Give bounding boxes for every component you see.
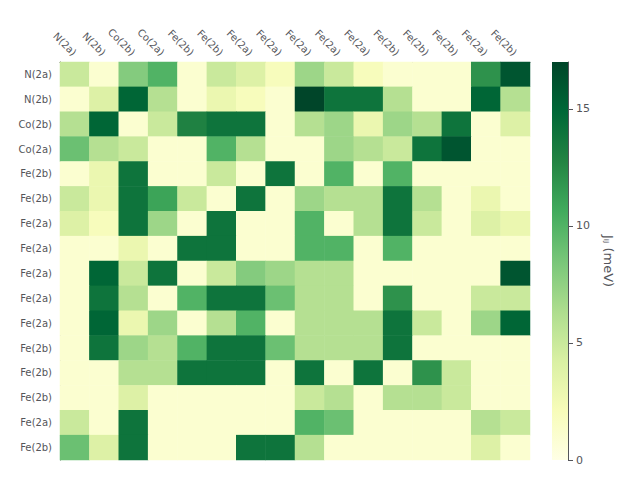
svg-text:Fe(2b): Fe(2b) bbox=[371, 28, 401, 58]
svg-text:Fe(2b): Fe(2b) bbox=[166, 28, 196, 58]
svg-text:Fe(2a): Fe(2a) bbox=[283, 28, 313, 58]
svg-text:10: 10 bbox=[576, 219, 590, 232]
svg-text:Fe(2a): Fe(2a) bbox=[20, 417, 52, 428]
svg-text:Fe(2a): Fe(2a) bbox=[342, 28, 372, 58]
svg-text:Fe(2a): Fe(2a) bbox=[254, 28, 284, 58]
svg-text:Fe(2a): Fe(2a) bbox=[460, 28, 490, 58]
svg-text:Fe(2a): Fe(2a) bbox=[313, 28, 343, 58]
svg-text:Fe(2b): Fe(2b) bbox=[20, 392, 52, 403]
svg-text:Jᵢⱼ (meV): Jᵢⱼ (meV) bbox=[601, 234, 616, 287]
svg-text:N(2b): N(2b) bbox=[80, 30, 108, 58]
svg-text:Fe(2a): Fe(2a) bbox=[20, 268, 52, 279]
svg-text:Fe(2b): Fe(2b) bbox=[489, 28, 519, 58]
svg-text:Fe(2b): Fe(2b) bbox=[20, 343, 52, 354]
svg-text:N(2a): N(2a) bbox=[51, 30, 78, 57]
svg-text:15: 15 bbox=[576, 102, 590, 115]
svg-text:Co(2a): Co(2a) bbox=[19, 144, 52, 155]
svg-text:Fe(2b): Fe(2b) bbox=[430, 28, 460, 58]
svg-text:Fe(2b): Fe(2b) bbox=[195, 28, 225, 58]
svg-text:N(2b): N(2b) bbox=[24, 94, 52, 105]
svg-text:Fe(2b): Fe(2b) bbox=[401, 28, 431, 58]
svg-text:Co(2b): Co(2b) bbox=[18, 119, 52, 130]
svg-text:Co(2b): Co(2b) bbox=[106, 26, 138, 58]
svg-text:Fe(2a): Fe(2a) bbox=[20, 218, 52, 229]
svg-text:Fe(2b): Fe(2b) bbox=[20, 442, 52, 453]
svg-text:Fe(2a): Fe(2a) bbox=[20, 293, 52, 304]
svg-text:Fe(2a): Fe(2a) bbox=[20, 243, 52, 254]
svg-text:Fe(2a): Fe(2a) bbox=[20, 318, 52, 329]
svg-text:5: 5 bbox=[576, 336, 583, 349]
svg-text:Co(2a): Co(2a) bbox=[135, 27, 166, 58]
svg-text:Fe(2b): Fe(2b) bbox=[20, 367, 52, 378]
svg-text:0: 0 bbox=[576, 454, 583, 467]
svg-text:N(2a): N(2a) bbox=[24, 69, 52, 80]
svg-text:Fe(2b): Fe(2b) bbox=[20, 168, 52, 179]
svg-text:Fe(2a): Fe(2a) bbox=[225, 28, 255, 58]
svg-text:Fe(2b): Fe(2b) bbox=[20, 193, 52, 204]
